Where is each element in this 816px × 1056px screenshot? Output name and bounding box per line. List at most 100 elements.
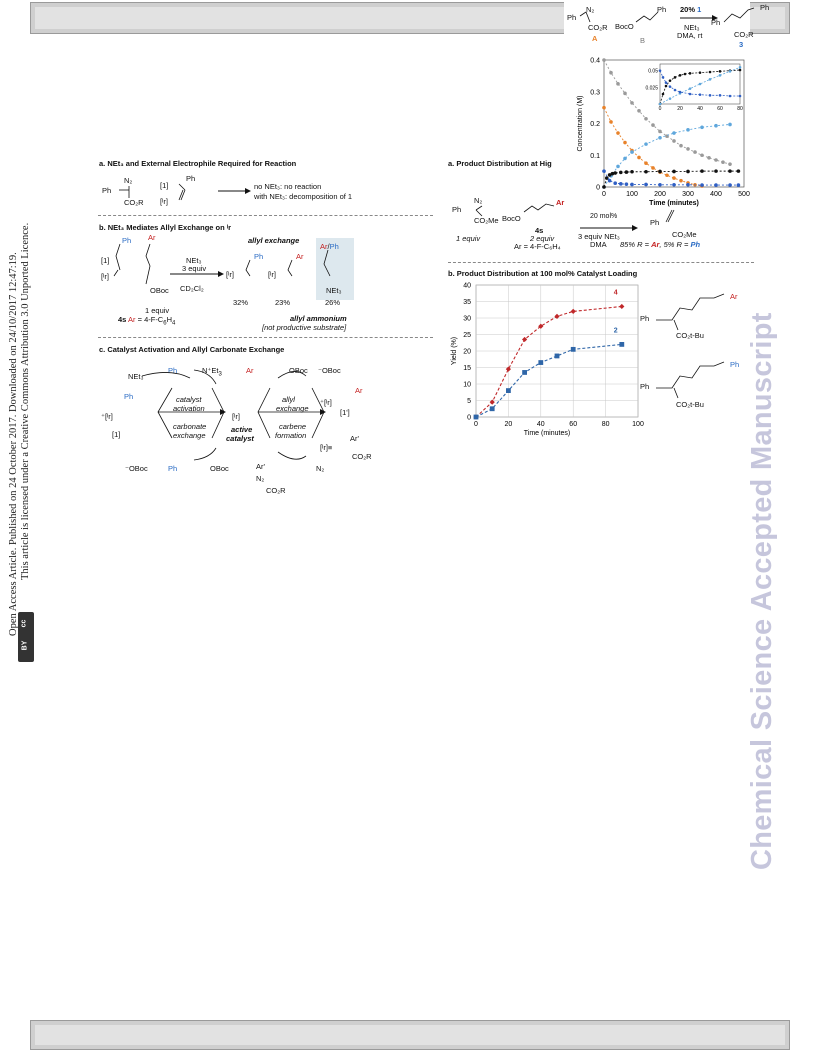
inset-conditions: DMA, rt — [677, 31, 703, 40]
inset-data-point-2 — [698, 93, 702, 96]
scheme-right-a-1equiv: 1 equiv — [456, 234, 481, 243]
data-point-4 — [714, 183, 718, 187]
scheme-c-title: c. Catalyst Activation and Allyl Carbona… — [99, 345, 285, 354]
scheme-b-not-productive: [not productive substrate] — [262, 323, 347, 332]
scheme-a-result-2: with NEt₃: decomposition of 1 — [254, 192, 353, 201]
scheme-b-solvent: CD₂Cl₂ — [180, 284, 204, 293]
scheme-b-ph: Ph — [122, 236, 132, 245]
data-point-0 — [609, 70, 613, 75]
inset-data-point-1 — [728, 70, 732, 73]
scheme-b-net3: NEt₃ — [326, 286, 342, 295]
data-point-2 — [672, 131, 676, 135]
inset-a-n2: N₂ — [586, 5, 595, 14]
scheme-a-bonds — [119, 183, 251, 201]
scheme-c-carbene-ir: [ᴵr]≡ — [320, 443, 333, 452]
y-tick-label: 0.2 — [590, 121, 600, 128]
inset-data-point-2 — [668, 85, 672, 88]
scheme-b-product2-ar: Ar — [296, 252, 304, 261]
inset-b-boco: BocO — [615, 22, 634, 31]
y-tick-label: 0 — [596, 185, 600, 192]
data-point-4 — [728, 183, 732, 187]
data-point-0 — [686, 147, 690, 151]
scheme-right-a-product-co2me: CO₂Me — [672, 230, 697, 239]
inset-data-point-1 — [718, 74, 722, 77]
data-point-2 — [616, 164, 620, 169]
scheme-right-a-title: a. Product Distribution at Hig — [448, 159, 552, 168]
scheme-b-product2-ir: [ᴵr] — [268, 270, 276, 279]
data-point-3 — [736, 169, 741, 173]
scheme-b-allyl-exchange: allyl exchange — [248, 236, 300, 245]
inset-label-a: A — [592, 34, 598, 43]
x-tick-label: 300 — [682, 191, 694, 198]
data-point-3 — [700, 169, 704, 173]
y-tick-label: 0 — [467, 415, 471, 422]
inset-data-point-2 — [664, 81, 668, 84]
scheme-c-cat1p: [1'] — [340, 408, 350, 417]
x-tick-label: 100 — [626, 191, 638, 198]
data-point-0 — [623, 91, 627, 96]
inset-data-point-2 — [708, 94, 712, 97]
inset-product-ph2: Ph — [760, 3, 770, 12]
data-point-2 — [644, 142, 648, 146]
divider — [98, 215, 433, 216]
scheme-c-active-2: catalyst — [226, 434, 254, 443]
inset-data-point-0 — [708, 70, 712, 74]
inset-data-point-2 — [688, 92, 692, 96]
product4-ph: Ph — [640, 314, 650, 323]
data-point-0 — [637, 109, 641, 113]
scheme-right-a-ph: Ph — [452, 205, 462, 214]
divider — [98, 337, 433, 338]
data-point-2 — [700, 125, 704, 130]
series-line-1 — [603, 107, 703, 187]
y-tick-label: 40 — [463, 283, 471, 290]
data-point-1 — [672, 176, 676, 180]
allyl-ammonium-highlight — [316, 238, 354, 300]
y-tick-label: 5 — [467, 398, 471, 405]
scheme-right-a-4s: 4s — [535, 226, 544, 235]
scheme-right-a-2equiv: 2 equiv — [530, 234, 555, 243]
data-point-3 — [613, 171, 617, 175]
scheme-c-ir: [ᴵr] — [232, 412, 240, 421]
scheme-a-ph2: Ph — [186, 174, 196, 183]
scheme-c-catalyst-activation-2: activation — [173, 404, 205, 413]
data-point-0 — [616, 82, 620, 86]
inset-x-tick-label: 0 — [659, 106, 662, 112]
scheme-b-ir: [ᴵr] — [101, 272, 109, 281]
data-point-1 — [679, 178, 683, 183]
data-point-2 — [538, 360, 544, 365]
y-tick-label: 0.4 — [590, 58, 600, 65]
scheme-a-n2: N₂ — [124, 176, 133, 185]
scheme-a-co2r: CO₂R — [124, 198, 144, 207]
y-axis-label: Concentration (M) — [577, 95, 584, 151]
data-point-4 — [736, 183, 741, 187]
y-tick-label: 25 — [463, 332, 471, 339]
inset-data-point-0 — [668, 79, 672, 82]
scheme-right-a-ar: Ar — [556, 198, 565, 207]
series-label-4: 4 — [614, 289, 618, 296]
data-point-4 — [630, 182, 634, 187]
inset-data-point-1 — [658, 102, 662, 106]
x-tick-label: 20 — [505, 421, 513, 428]
y-axis-label: Yield (%) — [451, 337, 458, 365]
inset-catalyst: 20% 1 — [680, 5, 702, 14]
x-tick-label: 200 — [654, 191, 666, 198]
data-point-1 — [637, 155, 641, 160]
scheme-c-net3: NEt₃ — [128, 372, 144, 381]
x-axis-label: Time (minutes) — [524, 430, 570, 437]
data-point-2 — [658, 135, 662, 140]
inset-data-point-0 — [664, 84, 668, 88]
scheme-right-a-n2: N₂ — [474, 196, 483, 205]
data-point-0 — [658, 129, 662, 134]
data-point-3 — [607, 173, 612, 177]
product4-ar: Ar — [730, 292, 738, 301]
series-line-2 — [475, 343, 622, 418]
open-access-notice: Open Access Article. Published on 24 Oct… — [8, 252, 19, 636]
data-point-1 — [651, 166, 655, 170]
data-point-0 — [721, 160, 725, 165]
inset-data-point-0 — [738, 68, 742, 72]
inset-data-point-2 — [658, 69, 662, 72]
data-point-0 — [679, 143, 683, 148]
product4-co2tbu: CO₂t-Bu — [676, 331, 704, 340]
data-point-2 — [619, 342, 625, 347]
